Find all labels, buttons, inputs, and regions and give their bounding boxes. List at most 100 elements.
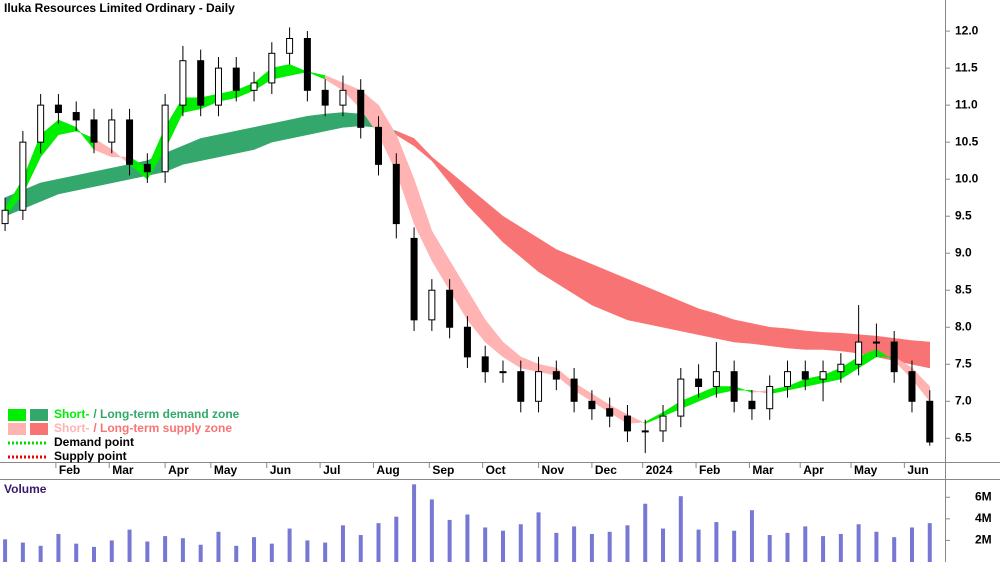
zone-band bbox=[733, 319, 753, 344]
x-tick-label: Nov bbox=[542, 463, 565, 477]
y-tick-label: 9.5 bbox=[955, 208, 972, 222]
volume-bar bbox=[127, 529, 132, 562]
zone-band bbox=[627, 278, 646, 324]
y-tick-label: 6.5 bbox=[955, 430, 972, 444]
volume-bar bbox=[803, 526, 808, 562]
zone-band bbox=[805, 330, 824, 350]
candle-body bbox=[1, 209, 9, 225]
candle-body bbox=[712, 371, 720, 387]
zone-band bbox=[698, 308, 717, 339]
x-tick-label: Jun bbox=[907, 463, 928, 477]
volume-bar bbox=[163, 536, 168, 562]
candle-body bbox=[428, 289, 436, 321]
candle-body bbox=[303, 38, 311, 91]
volume-tick-label: 6M bbox=[975, 489, 992, 503]
candle-body bbox=[37, 104, 45, 143]
candle-body bbox=[19, 141, 27, 211]
y-tick-label: 7.5 bbox=[955, 356, 972, 370]
x-tick-label: Oct bbox=[486, 463, 506, 477]
volume-bar bbox=[216, 531, 221, 562]
x-tick-label: Apr bbox=[803, 463, 824, 477]
volume-bar bbox=[109, 540, 114, 562]
candle-body bbox=[890, 341, 898, 373]
candle-body bbox=[214, 67, 222, 106]
volume-bar bbox=[785, 532, 790, 562]
x-tick-label: Aug bbox=[376, 463, 399, 477]
zone-band bbox=[218, 130, 237, 158]
volume-bar bbox=[856, 524, 861, 562]
candle-body bbox=[321, 89, 329, 106]
volume-bar bbox=[252, 537, 257, 562]
x-tick-label: May bbox=[854, 463, 878, 477]
volume-bar bbox=[927, 523, 932, 562]
legend-label: / Long-term supply zone bbox=[93, 421, 232, 435]
y-tick-label: 9.0 bbox=[955, 245, 972, 259]
volume-bar bbox=[323, 542, 328, 562]
volume-bar bbox=[305, 540, 310, 562]
candle-body bbox=[801, 371, 809, 380]
candle-body bbox=[570, 378, 578, 402]
candle-body bbox=[872, 341, 880, 344]
x-tick-label: May bbox=[214, 463, 238, 477]
candle-body bbox=[908, 371, 916, 402]
volume-bar bbox=[589, 533, 594, 562]
zone-band bbox=[271, 119, 290, 143]
volume-bar bbox=[767, 535, 772, 562]
zone-band bbox=[609, 271, 628, 321]
candle-body bbox=[463, 326, 471, 358]
volume-bar bbox=[483, 527, 488, 562]
volume-bar bbox=[145, 541, 150, 562]
candle-body bbox=[677, 378, 685, 417]
volume-bar bbox=[661, 528, 666, 562]
candle-body bbox=[392, 163, 400, 225]
volume-bar bbox=[358, 535, 363, 562]
volume-bar bbox=[20, 542, 25, 562]
volume-bar bbox=[269, 543, 274, 562]
x-tick-label: Mar bbox=[112, 463, 134, 477]
volume-label: Volume bbox=[4, 482, 47, 496]
y-tick-label: 7.0 bbox=[955, 393, 972, 407]
volume-bar bbox=[678, 496, 683, 562]
volume-bar bbox=[874, 531, 879, 562]
chart-title: Iluka Resources Limited Ordinary - Daily bbox=[4, 1, 235, 15]
zone-band bbox=[751, 323, 770, 347]
volume-bar bbox=[198, 544, 203, 562]
candle-body bbox=[126, 119, 134, 165]
zone-band bbox=[644, 286, 664, 328]
y-tick-label: 8.0 bbox=[955, 319, 972, 333]
volume-bar bbox=[625, 525, 630, 562]
volume-bar bbox=[500, 530, 505, 562]
x-tick-label: Jul bbox=[323, 463, 340, 477]
candle-body bbox=[286, 38, 294, 54]
x-tick-label: Mar bbox=[752, 463, 774, 477]
candle-body bbox=[90, 119, 98, 143]
volume-bar bbox=[892, 537, 897, 562]
candle-body bbox=[446, 289, 454, 328]
volume-bar bbox=[394, 516, 399, 562]
candle-body bbox=[588, 400, 596, 410]
x-tick-label: Jun bbox=[270, 463, 291, 477]
candle-body bbox=[179, 60, 187, 106]
volume-bar bbox=[287, 528, 292, 562]
volume-bar bbox=[56, 533, 61, 562]
zone-band bbox=[289, 64, 309, 76]
x-tick-label: Apr bbox=[168, 463, 189, 477]
candle-body bbox=[819, 371, 827, 380]
legend-label: Short- bbox=[54, 421, 89, 435]
zone-band bbox=[307, 113, 326, 136]
y-tick-label: 12.0 bbox=[955, 23, 979, 37]
volume-bar bbox=[447, 519, 452, 562]
zone-band bbox=[236, 127, 255, 154]
volume-bar bbox=[412, 484, 417, 562]
candle-body bbox=[695, 378, 703, 387]
volume-bar bbox=[74, 543, 79, 562]
volume-tick-label: 4M bbox=[975, 511, 992, 525]
candle-body bbox=[641, 430, 649, 433]
candle-body bbox=[72, 112, 80, 121]
zone-band bbox=[769, 326, 788, 349]
legend-swatch bbox=[30, 409, 48, 421]
volume-bar bbox=[38, 545, 43, 562]
candle-body bbox=[143, 163, 151, 173]
